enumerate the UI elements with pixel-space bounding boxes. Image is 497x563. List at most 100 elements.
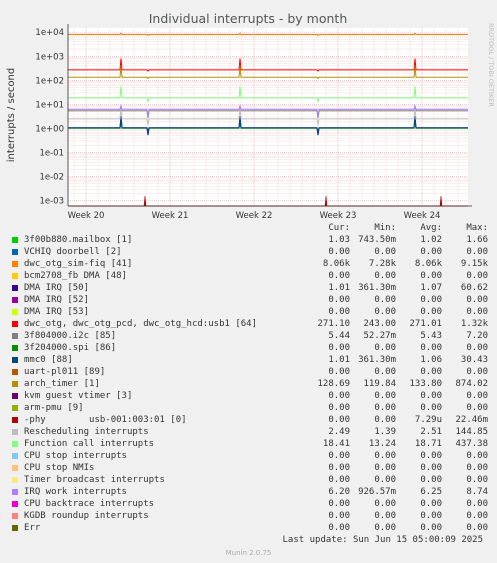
legend-row: arch_timer [1] 128.69 119.84 133.80 874.02 (12, 378, 488, 390)
legend-row: kvm guest vtimer [3] 0.00 0.00 0.00 0.00 (12, 390, 488, 402)
legend-max: 30.43 (460, 355, 488, 365)
munin-version: Munin 2.0.75 (225, 549, 272, 557)
legend-min: 0.00 (374, 247, 396, 257)
legend-min: 1.39 (374, 427, 396, 437)
legend-cur: 5.44 (328, 331, 350, 341)
legend-swatch (12, 513, 18, 519)
legend-avg: 8.06k (414, 259, 442, 269)
legend-cur: 271.10 (317, 319, 350, 329)
legend-row: KGDB roundup interrupts 0.00 0.00 0.00 0.00 (12, 510, 488, 522)
y-tick-label: 1e+00 (35, 124, 64, 134)
legend-avg: 0.00 (420, 343, 442, 353)
legend-avg: 0.00 (420, 499, 442, 509)
legend-row: dwc_otg, dwc_otg_pcd, dwc_otg_hcd:usb1 [… (12, 318, 488, 330)
legend-max: 0.00 (466, 343, 488, 353)
legend-min: 243.00 (363, 319, 396, 329)
legend-avg: 1.02 (420, 235, 442, 245)
legend-label: DMA IRQ [50] (24, 283, 90, 293)
legend-cur: 18.41 (322, 439, 350, 449)
legend-avg: 0.00 (420, 475, 442, 485)
legend-avg: 133.80 (409, 379, 442, 389)
legend-row: mmc0 [88] 1.01 361.30m 1.06 30.43 (12, 354, 488, 366)
legend-row: 3f804000.i2c [85] 5.44 52.27m 5.43 7.20 (12, 330, 488, 342)
legend-avg: 0.00 (420, 511, 442, 521)
legend-row: 3f00b880.mailbox [1] 1.03 743.50m 1.02 1.66 (12, 234, 488, 246)
legend-cur: 1.01 (328, 355, 350, 365)
legend-cur: 0.00 (328, 271, 350, 281)
legend-swatch (12, 261, 18, 267)
legend-max: 8.74 (466, 487, 488, 497)
legend-swatch (12, 297, 18, 303)
legend-min: 13.24 (368, 439, 396, 449)
legend-swatch (12, 381, 18, 387)
legend-row: Err 0.00 0.00 0.00 0.00 (12, 522, 488, 534)
legend-label: uart-pl011 [89] (24, 367, 106, 377)
legend-cur: 0.00 (328, 391, 350, 401)
y-tick-label: 1e+04 (35, 28, 64, 38)
legend-avg: 0.00 (420, 271, 442, 281)
legend-cur: 0.00 (328, 343, 350, 353)
y-tick-label: 1e+03 (35, 52, 64, 62)
legend-min: 7.28k (368, 259, 396, 269)
y-tick-label: 1e-02 (39, 173, 64, 183)
legend-label: mmc0 [88] (24, 355, 73, 365)
legend-cur: 0.00 (328, 523, 350, 533)
legend-swatch (12, 237, 18, 243)
legend-cur: 0.00 (328, 295, 350, 305)
legend-avg: 0.00 (420, 391, 442, 401)
rrdtool-watermark: RRDTOOL / TOBI OETIKER (487, 23, 495, 107)
x-tick-label: Week 23 (320, 211, 357, 221)
legend-max: 60.62 (460, 283, 488, 293)
legend-label: 3f804000.i2c [85] (24, 331, 117, 341)
legend-max: 0.00 (466, 523, 488, 533)
legend-min: 743.50m (358, 235, 396, 245)
legend-avg: 0.00 (420, 523, 442, 533)
legend-swatch (12, 369, 18, 375)
legend-swatch (12, 333, 18, 339)
legend-max: 0.00 (466, 499, 488, 509)
legend-label: CPU stop interrupts (24, 451, 127, 461)
legend-row: CPU backtrace interrupts 0.00 0.00 0.00 0.00 (12, 498, 488, 510)
spike-mark (143, 195, 147, 207)
legend-min: 361.30m (358, 355, 396, 365)
legend-rows: 3f00b880.mailbox [1] 1.03 743.50m 1.02 1.66 V… (12, 234, 488, 534)
legend-min: 0.00 (374, 451, 396, 461)
legend-label: CPU backtrace interrupts (24, 499, 155, 509)
legend-min: 0.00 (374, 523, 396, 533)
legend-avg: 6.25 (420, 487, 442, 497)
legend-avg: 1.06 (420, 355, 442, 365)
legend-max: 0.00 (466, 295, 488, 305)
legend-label: kvm guest vtimer [3] (24, 391, 133, 401)
legend-avg: 0.00 (420, 307, 442, 317)
legend-min: 0.00 (374, 403, 396, 413)
legend-cur: 0.00 (328, 451, 350, 461)
legend-cur: 0.00 (328, 475, 350, 485)
x-tick-label: Week 20 (68, 211, 105, 221)
legend-avg: 18.71 (414, 439, 442, 449)
series-line (68, 58, 468, 72)
x-tick-label: Week 24 (404, 211, 441, 221)
legend-cur: 1.03 (328, 235, 350, 245)
legend-max: 0.00 (466, 391, 488, 401)
legend-avg: 0.00 (420, 451, 442, 461)
legend-label: Err (24, 523, 41, 533)
legend-max: 7.20 (466, 331, 488, 341)
y-tick-label: 1e-01 (39, 149, 64, 159)
legend-cur: 0.00 (328, 307, 350, 317)
axis-layer: 1e-03 1e-02 1e-01 1e+00 1e+01 1e+02 1e+03 1e+04… (35, 24, 472, 221)
legend-label: KGDB roundup interrupts (24, 511, 149, 521)
legend-max: 0.00 (466, 307, 488, 317)
legend-label: 3f00b880.mailbox [1] (24, 235, 133, 245)
legend-label: IRQ work interrupts (24, 487, 127, 497)
legend-avg: 7.29u (414, 415, 442, 425)
legend-avg: 271.01 (409, 319, 442, 329)
y-tick-label: 1e+02 (35, 76, 64, 86)
legend-swatch (12, 417, 18, 423)
legend-header: Cur: Min: Avg: Max: (12, 222, 488, 234)
chart: Individual interrupts - by month interru… (6, 11, 495, 221)
legend-max: 0.00 (466, 271, 488, 281)
legend-cur: 2.49 (328, 427, 350, 437)
legend-cur: 128.69 (317, 379, 350, 389)
series-line (68, 32, 468, 37)
legend-avg: 0.00 (420, 463, 442, 473)
